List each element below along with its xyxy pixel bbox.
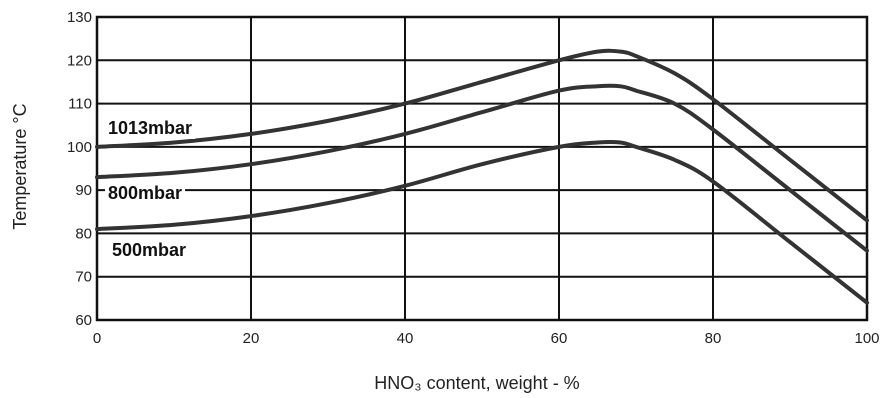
y-tick-label: 120 <box>67 52 92 69</box>
y-axis-title: Temperature °C <box>10 103 30 229</box>
curve-500mbar <box>95 139 869 305</box>
x-tick-label: 0 <box>93 330 101 347</box>
x-tick-label: 20 <box>243 330 260 347</box>
x-tick-label: 100 <box>854 330 879 347</box>
tick-labels: 0 20 40 60 80 100 60 70 80 90 100 110 120 130 <box>67 9 880 347</box>
y-tick-label: 110 <box>68 96 92 113</box>
x-axis-title: HNO₃ content, weight - % <box>374 373 579 393</box>
series-label-800mbar: 800mbar <box>108 183 182 203</box>
series-label-500mbar: 500mbar <box>112 240 186 260</box>
series-label-backing-800mbar <box>105 182 186 204</box>
y-tick-label: 130 <box>67 9 92 26</box>
series-label-backing-1013mbar <box>105 117 196 139</box>
curve-1013mbar <box>95 48 869 223</box>
y-tick-label: 90 <box>75 182 92 199</box>
y-tick-label: 70 <box>75 269 92 286</box>
x-tick-label: 60 <box>551 330 568 347</box>
x-tick-label: 80 <box>705 330 722 347</box>
x-tick-label: 40 <box>397 330 414 347</box>
y-tick-label: 80 <box>75 225 92 242</box>
series-label-backing-500mbar <box>109 239 190 261</box>
grid <box>95 15 869 322</box>
curve-800mbar <box>95 83 869 253</box>
y-tick-label: 60 <box>75 312 92 329</box>
y-tick-label: 100 <box>67 139 92 156</box>
series-label-1013mbar: 1013mbar <box>108 118 192 138</box>
series-labels: 1013mbar 800mbar 500mbar <box>105 117 196 261</box>
series-curves <box>95 48 869 305</box>
plot-frame <box>95 15 869 322</box>
